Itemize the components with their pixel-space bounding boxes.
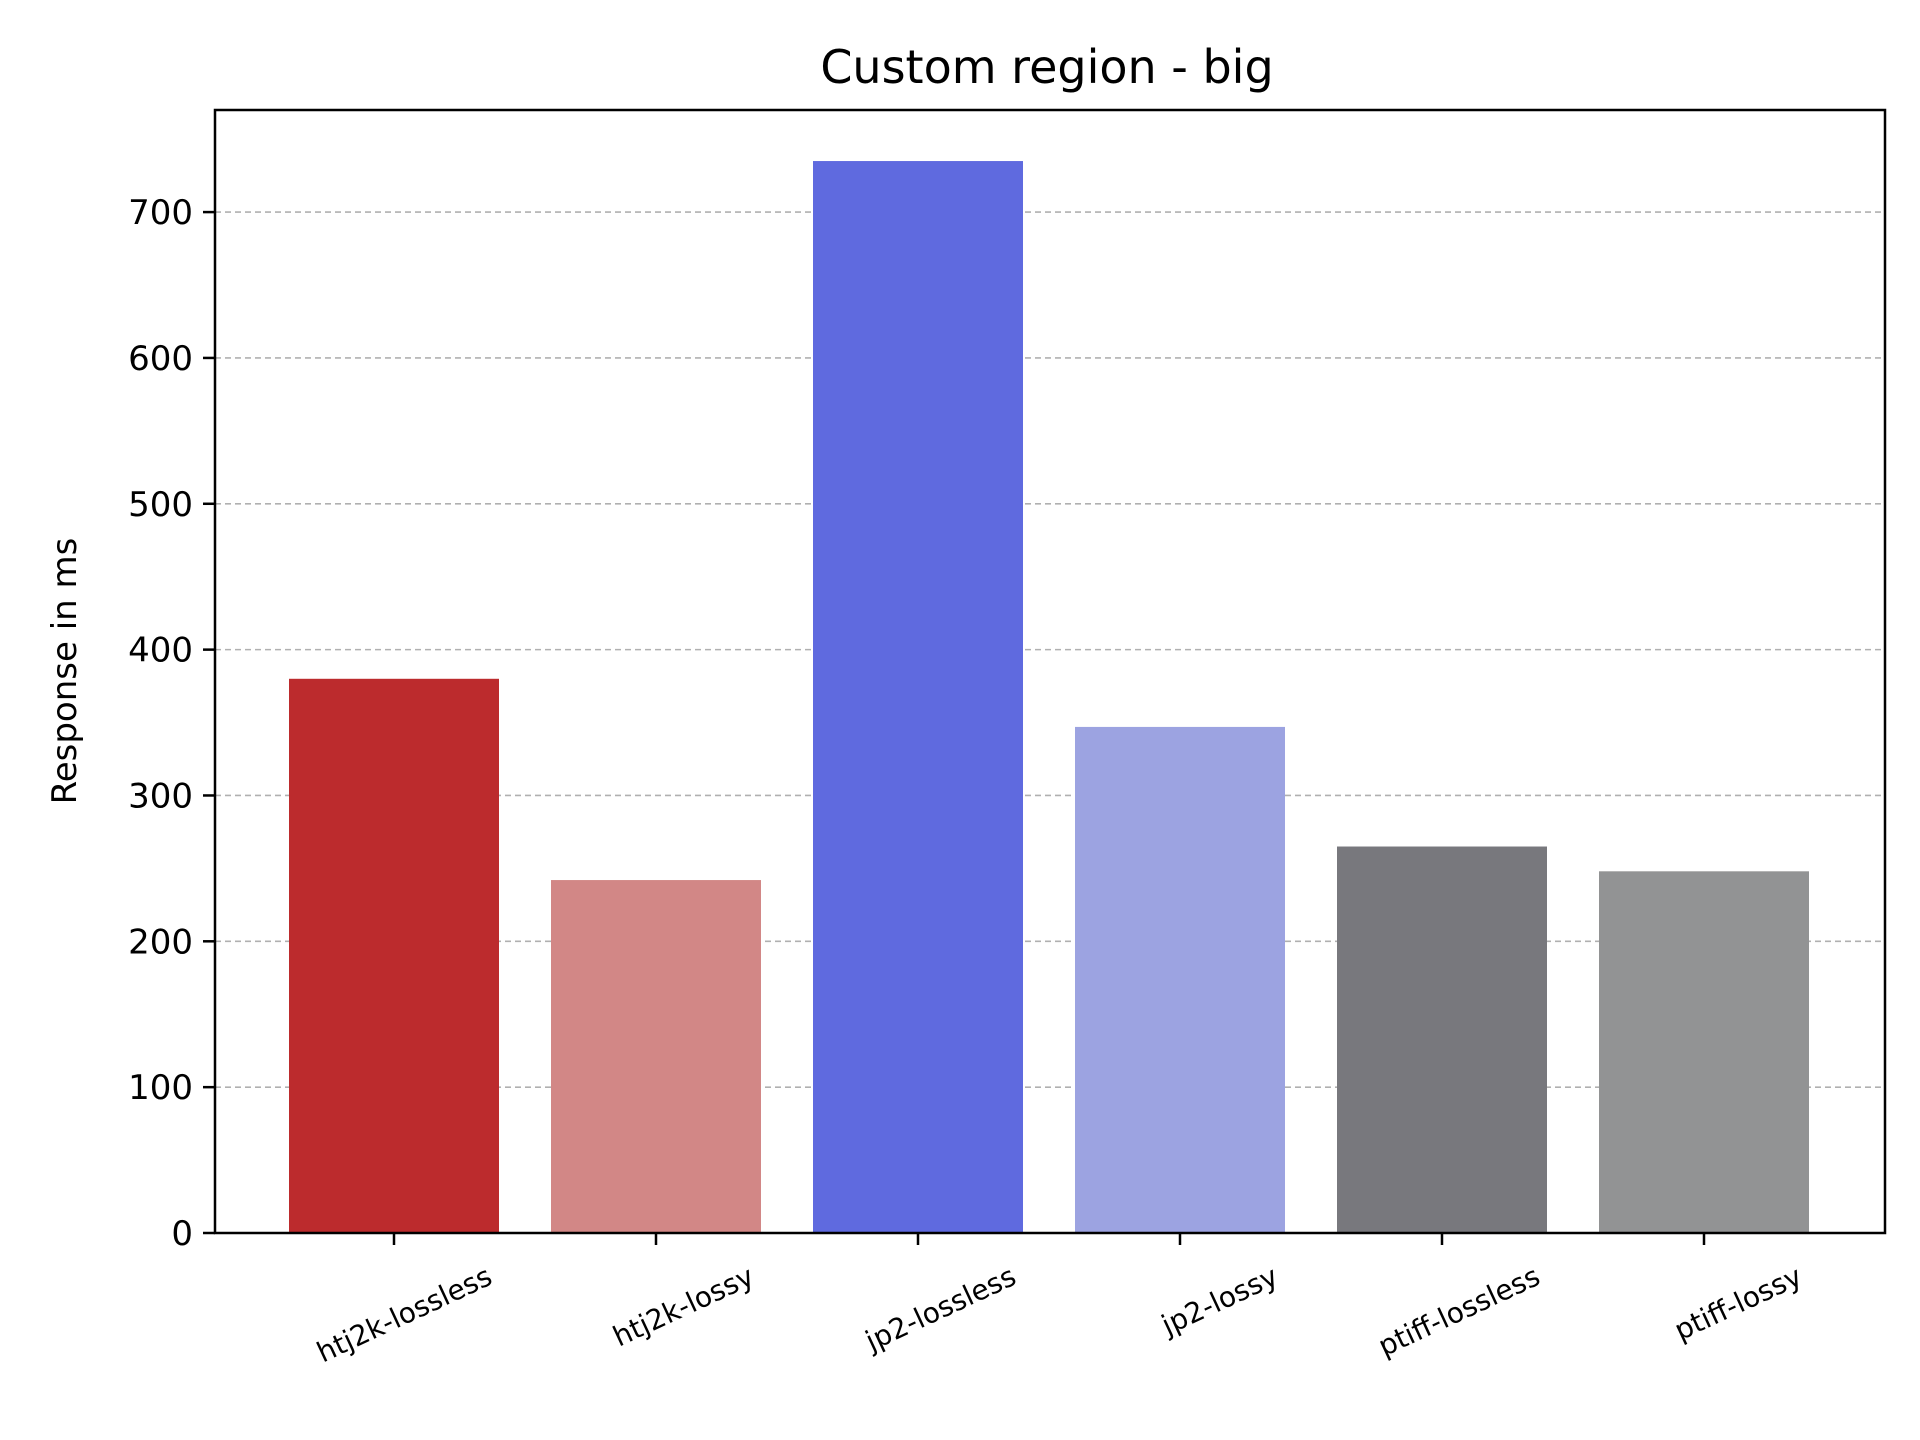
y-tick-label: 200: [128, 922, 193, 962]
bar-ptiff-lossless: [1337, 846, 1547, 1233]
x-tick-label: htj2k-lossy: [608, 1259, 759, 1353]
x-tick-label: ptiff-lossless: [1373, 1259, 1545, 1363]
y-tick-label: 700: [128, 193, 193, 233]
bar-htj2k-lossless: [289, 678, 499, 1233]
x-axis-ticks: htj2k-lossless htj2k-lossy jp2-lossless jp2…: [312, 1233, 1807, 1369]
chart-title: Custom region - big: [820, 40, 1273, 94]
x-tick-label: htj2k-lossless: [312, 1259, 497, 1369]
bar-htj2k-lossy: [551, 880, 761, 1233]
x-tick-label: jp2-lossless: [860, 1259, 1021, 1358]
y-tick-label: 100: [128, 1068, 193, 1108]
bars: [289, 161, 1809, 1234]
y-tick-label: 600: [128, 339, 193, 379]
y-tick-label: 300: [128, 776, 193, 816]
bar-jp2-lossy: [1075, 726, 1285, 1233]
bar-ptiff-lossy: [1599, 871, 1809, 1233]
x-tick-label: ptiff-lossy: [1669, 1259, 1807, 1347]
y-axis-label: Response in ms: [45, 538, 85, 805]
x-tick-label: jp2-lossy: [1156, 1259, 1283, 1342]
y-tick-label: 0: [171, 1214, 193, 1254]
y-axis-ticks: 0 100 200 300 400 500 600 700: [128, 193, 215, 1254]
plot-frame: [213, 108, 1887, 1235]
y-tick-label: 400: [128, 631, 193, 671]
bar-jp2-lossless: [813, 161, 1023, 1234]
y-tick-label: 500: [128, 485, 193, 525]
